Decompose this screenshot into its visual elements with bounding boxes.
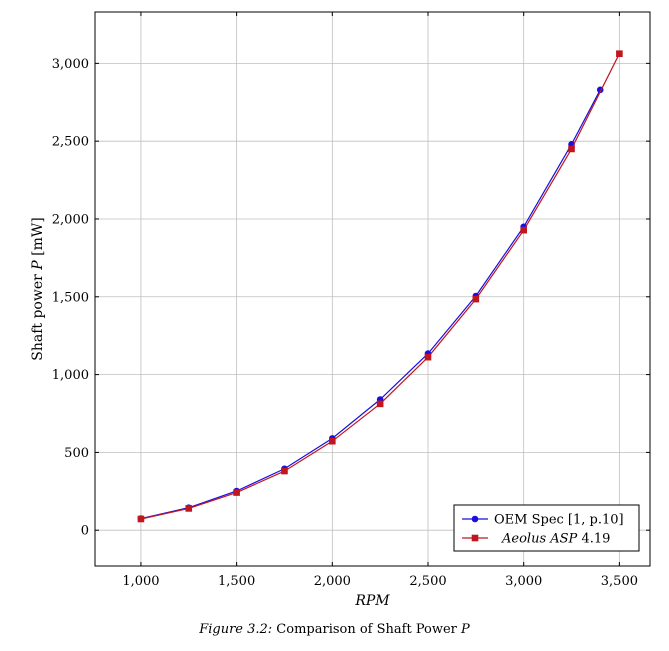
y-tick-label: 1,500 [52, 290, 89, 305]
data-point-aeolus [472, 295, 480, 303]
figure-caption: Figure 3.2: Comparison of Shaft Power P [0, 622, 669, 637]
legend-label-aeolus-name: Aeolus ASP [501, 532, 578, 547]
caption-text: Comparison of Shaft Power [272, 622, 462, 637]
y-tick-label: 3,000 [52, 57, 89, 72]
caption-label: Figure 3.2: [199, 622, 273, 637]
ticks: 1,000 1,500 2,000 2,500 3,000 3,500 0 500 1,000 1… [52, 12, 650, 589]
legend-swatch-marker-oem [471, 515, 479, 523]
x-tick-label: 1,500 [218, 574, 255, 589]
plot-frame [94, 11, 651, 567]
legend-swatch-marker-aeolus [471, 534, 479, 542]
data-point-aeolus [568, 145, 575, 153]
x-tick-label: 3,000 [505, 574, 542, 589]
y-axis-title-main: Shaft power [30, 274, 46, 361]
data-point-aeolus [281, 467, 288, 475]
chart: 1,000 1,500 2,000 2,500 3,000 3,500 0 500 1,000 1… [30, 11, 651, 609]
legend-label-oem: OEM Spec [1, p.10] [494, 513, 624, 528]
data-point-aeolus [233, 489, 240, 496]
x-tick-label: 2,500 [409, 574, 446, 589]
legend-label-aeolus-version: 4.19 [581, 532, 610, 547]
data-point-aeolus [137, 515, 145, 523]
data-point-aeolus [616, 50, 623, 58]
series-layer [137, 50, 623, 523]
series-line-oem [140, 89, 601, 520]
legend-box [453, 504, 640, 552]
series-line-aeolus [140, 53, 620, 520]
y-tick-label: 2,500 [52, 135, 89, 150]
legend: OEM Spec [1, p.10] Aeolus ASP 4.19 [453, 504, 640, 552]
caption-variable: P [461, 622, 470, 637]
data-point-aeolus [424, 353, 432, 361]
x-tick-label: 3,500 [601, 574, 638, 589]
y-axis-title-variable: P [30, 260, 46, 271]
data-point-aeolus [185, 505, 193, 512]
y-tick-label: 500 [64, 446, 89, 461]
x-axis-title: RPM [354, 593, 390, 609]
data-point-aeolus [520, 226, 527, 234]
y-tick-label: 0 [81, 524, 89, 539]
data-point-aeolus [329, 437, 336, 445]
x-tick-label: 2,000 [314, 574, 351, 589]
y-axis-title: Shaft power P [mW] [30, 217, 46, 361]
y-tick-label: 1,000 [52, 368, 89, 383]
y-axis-title-unit: [mW] [30, 217, 46, 256]
y-tick-label: 2,000 [52, 212, 89, 227]
x-tick-label: 1,000 [122, 574, 159, 589]
legend-label-aeolus: Aeolus ASP 4.19 [501, 532, 610, 547]
data-point-aeolus [376, 400, 384, 408]
grid [95, 12, 650, 566]
